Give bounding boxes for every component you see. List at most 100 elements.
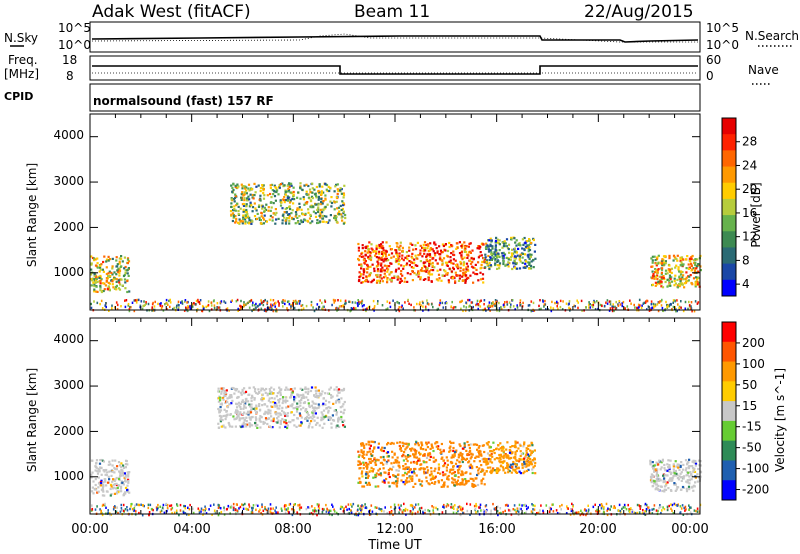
data-cell [672,259,675,262]
data-cell [109,258,112,261]
data-cell [96,262,99,265]
data-cell [514,471,518,474]
near-range-cell [318,503,320,506]
data-cell [284,219,287,222]
near-range-cell [187,309,189,312]
near-range-cell [469,304,471,307]
data-cell [262,189,265,192]
data-cell [344,216,347,220]
data-cell [321,185,324,188]
data-cell [430,445,434,448]
data-cell [480,454,483,457]
data-cell [380,264,383,267]
data-cell [366,483,369,486]
near-range-cell [608,309,611,312]
data-cell [454,271,457,274]
data-cell [381,254,385,257]
data-cell [697,467,700,471]
data-cell [653,464,656,467]
near-range-cell [166,503,169,507]
data-cell [450,441,453,445]
data-cell [489,256,492,259]
data-cell [259,415,262,418]
data-cell [388,475,391,479]
data-cell [298,202,301,205]
data-cell [657,463,660,466]
near-range-cell [654,304,656,307]
data-cell [428,264,431,267]
data-cell [390,462,393,465]
data-cell [687,279,690,282]
near-range-cell [469,513,471,516]
near-range-cell [602,510,605,513]
freq-tick-top: 18 [62,53,77,67]
data-cell [413,448,416,451]
data-cell [697,459,701,462]
data-cell [409,477,412,480]
near-range-cell [313,309,316,313]
data-cell [369,265,372,268]
data-cell [463,442,466,445]
data-cell [441,274,444,277]
data-cell [498,262,502,265]
data-cell [281,182,284,185]
data-cell [245,203,248,206]
data-cell [111,280,114,283]
near-range-cell [236,509,239,512]
data-cell [217,426,220,429]
data-cell [336,192,339,195]
data-cell [321,404,324,407]
data-cell [446,249,450,253]
data-cell [483,450,486,454]
data-cell [429,242,432,245]
data-cell [230,396,233,399]
near-range-cell [228,309,230,312]
data-cell [428,262,431,265]
data-cell [478,451,481,454]
data-cell [365,453,368,456]
power-ylabel: Slant Range [km] [25,163,39,267]
near-range-cell [479,305,482,308]
data-cell [529,453,532,456]
data-cell [653,480,656,483]
data-cell [270,196,273,199]
data-cell [299,186,302,189]
near-range-cell [624,307,626,310]
data-cell [291,197,294,201]
near-range-cell [284,511,287,514]
data-cell [361,451,365,455]
near-range-cell [128,309,131,313]
data-cell [114,277,117,280]
near-range-cell [184,505,186,508]
near-range-cell [676,299,678,302]
data-cell [485,470,488,473]
data-cell [502,259,505,262]
data-cell [428,260,431,263]
data-cell [285,422,288,425]
data-cell [286,412,289,415]
data-cell [376,264,379,268]
data-cell [669,278,672,281]
data-cell [492,256,495,259]
data-cell [232,415,235,418]
near-range-cell [417,510,419,514]
near-range-cell [141,307,144,311]
data-cell [364,462,367,465]
data-cell [452,268,455,271]
data-cell [245,192,248,195]
data-cell [321,413,324,416]
data-cell [469,259,472,262]
data-cell [250,222,253,225]
data-cell [260,416,263,419]
data-cell [673,483,676,486]
data-cell [367,266,370,269]
data-cell [446,459,449,462]
data-cell [105,490,108,493]
data-cell [685,276,688,279]
data-cell [382,463,385,466]
data-cell [662,261,666,264]
data-cell [279,204,283,207]
data-cell [382,260,385,263]
data-cell [454,281,457,284]
data-cell [118,267,121,270]
